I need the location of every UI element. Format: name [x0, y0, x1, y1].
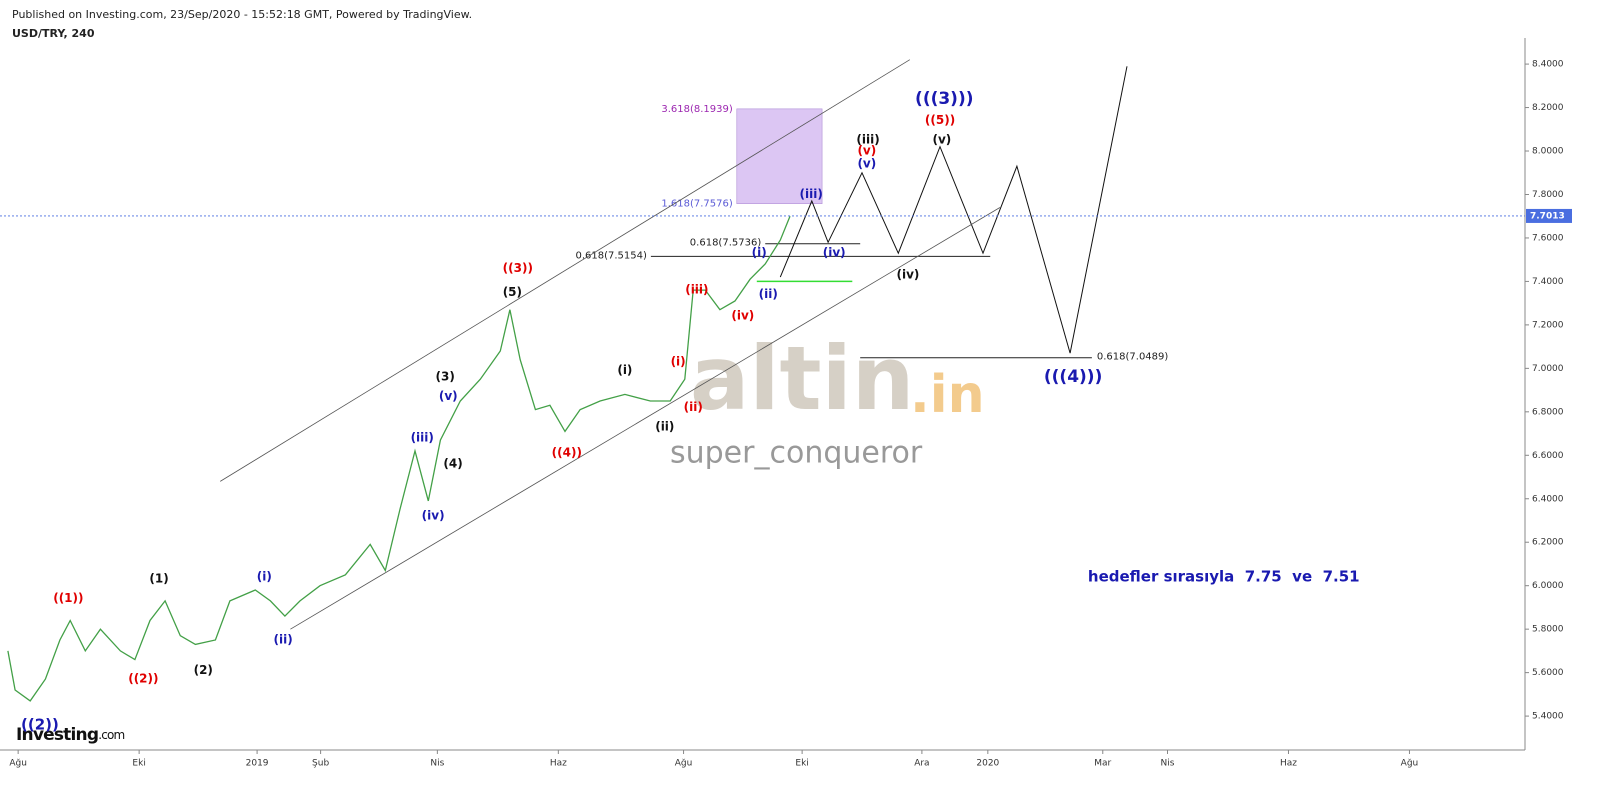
wave-label: (i)	[671, 354, 686, 368]
fib-label: 3.618(8.1939)	[661, 104, 733, 115]
wave-label: (i)	[257, 569, 272, 583]
y-tick-label: 5.6000	[1532, 668, 1564, 678]
x-tick-label: Ağu	[9, 759, 27, 769]
fib-label: 0.618(7.5736)	[690, 238, 762, 249]
watermark-brand: altin	[690, 327, 914, 430]
logo-name: Investing	[16, 725, 98, 745]
logo-suffix: .com	[98, 728, 124, 742]
y-tick-label: 7.8000	[1532, 190, 1564, 200]
series-line	[290, 207, 1001, 630]
fib-label: 0.618(7.5154)	[575, 250, 647, 261]
wave-label: (iii)	[856, 133, 879, 147]
wave-label: (i)	[752, 246, 767, 260]
watermark-suffix: .in	[910, 365, 985, 425]
last-price-label: 7.7013	[1530, 211, 1565, 221]
wave-label: (3)	[436, 370, 455, 384]
wave-label: (v)	[857, 157, 876, 171]
x-tick-label: Nis	[1161, 759, 1175, 769]
wave-label: (2)	[194, 663, 213, 677]
wave-label: (iii)	[685, 283, 708, 297]
y-tick-label: 6.0000	[1532, 581, 1564, 591]
x-tick-label: Haz	[1280, 759, 1297, 769]
wave-label: (ii)	[759, 287, 778, 301]
wave-label: (iv)	[422, 509, 445, 523]
wave-label: ((2))	[21, 715, 59, 733]
x-tick-label: Ağu	[675, 759, 693, 769]
x-tick-label: Mar	[1094, 759, 1111, 769]
wave-label: (v)	[932, 133, 951, 147]
y-tick-label: 7.6000	[1532, 233, 1564, 243]
series-line	[779, 66, 1128, 354]
watermark-user: super_conqueror	[670, 436, 923, 471]
wave-label: (iii)	[800, 187, 823, 201]
x-tick-label: Ağu	[1401, 759, 1419, 769]
wave-label: (iv)	[897, 267, 920, 281]
x-tick-label: Şub	[312, 759, 329, 769]
wave-label: ((5))	[925, 113, 955, 127]
x-tick-label: Ara	[914, 759, 929, 769]
y-tick-label: 5.8000	[1532, 625, 1564, 635]
x-tick-label: Nis	[430, 759, 444, 769]
x-tick-label: Haz	[550, 759, 567, 769]
wave-label: (v)	[439, 389, 458, 403]
series-line	[219, 59, 911, 482]
y-tick-label: 7.0000	[1532, 364, 1564, 374]
wave-label: (v)	[857, 144, 876, 158]
wave-label: ((4))	[552, 446, 582, 460]
wave-label: hedefler sırasıyla 7.75 ve 7.51	[1088, 567, 1360, 585]
published-note: Published on Investing.com, 23/Sep/2020 …	[12, 8, 472, 21]
wave-label: (((4)))	[1044, 367, 1102, 387]
series-line	[7, 215, 791, 702]
wave-label: (i)	[617, 363, 632, 377]
wave-label: (ii)	[655, 420, 674, 434]
x-tick-label: 2019	[246, 759, 269, 769]
y-tick-label: 7.2000	[1532, 320, 1564, 330]
wave-label: ((1))	[53, 591, 83, 605]
last-price-box	[1526, 208, 1572, 223]
wave-label: (ii)	[684, 400, 703, 414]
x-tick-label: Eki	[132, 759, 145, 769]
y-tick-label: 5.4000	[1532, 712, 1564, 722]
y-tick-label: 8.4000	[1532, 60, 1564, 70]
fib-zone	[736, 108, 823, 205]
y-tick-label: 6.4000	[1532, 494, 1564, 504]
y-tick-label: 6.8000	[1532, 407, 1564, 417]
wave-label: (iv)	[731, 309, 754, 323]
wave-label: ((2))	[128, 672, 158, 686]
wave-label: ((3))	[503, 261, 533, 275]
wave-label: (1)	[149, 572, 168, 586]
wave-label: (iii)	[411, 430, 434, 444]
logo: Investing.com	[16, 725, 125, 745]
wave-label: (iv)	[823, 246, 846, 260]
y-tick-label: 6.2000	[1532, 538, 1564, 548]
x-tick-label: Eki	[795, 759, 808, 769]
fib-label: 0.618(7.0489)	[1097, 352, 1169, 363]
x-tick-label: 2020	[976, 759, 999, 769]
y-tick-label: 6.6000	[1532, 451, 1564, 461]
y-tick-label: 8.0000	[1532, 147, 1564, 157]
wave-label: (5)	[503, 285, 522, 299]
y-tick-label: 7.4000	[1532, 277, 1564, 287]
wave-label: (4)	[443, 456, 462, 470]
y-tick-label: 8.2000	[1532, 103, 1564, 113]
fib-label: 1.618(7.7576)	[661, 199, 733, 210]
symbol: USD/TRY, 240	[12, 27, 95, 40]
wave-label: (ii)	[274, 633, 293, 647]
wave-label: (((3)))	[915, 89, 973, 109]
